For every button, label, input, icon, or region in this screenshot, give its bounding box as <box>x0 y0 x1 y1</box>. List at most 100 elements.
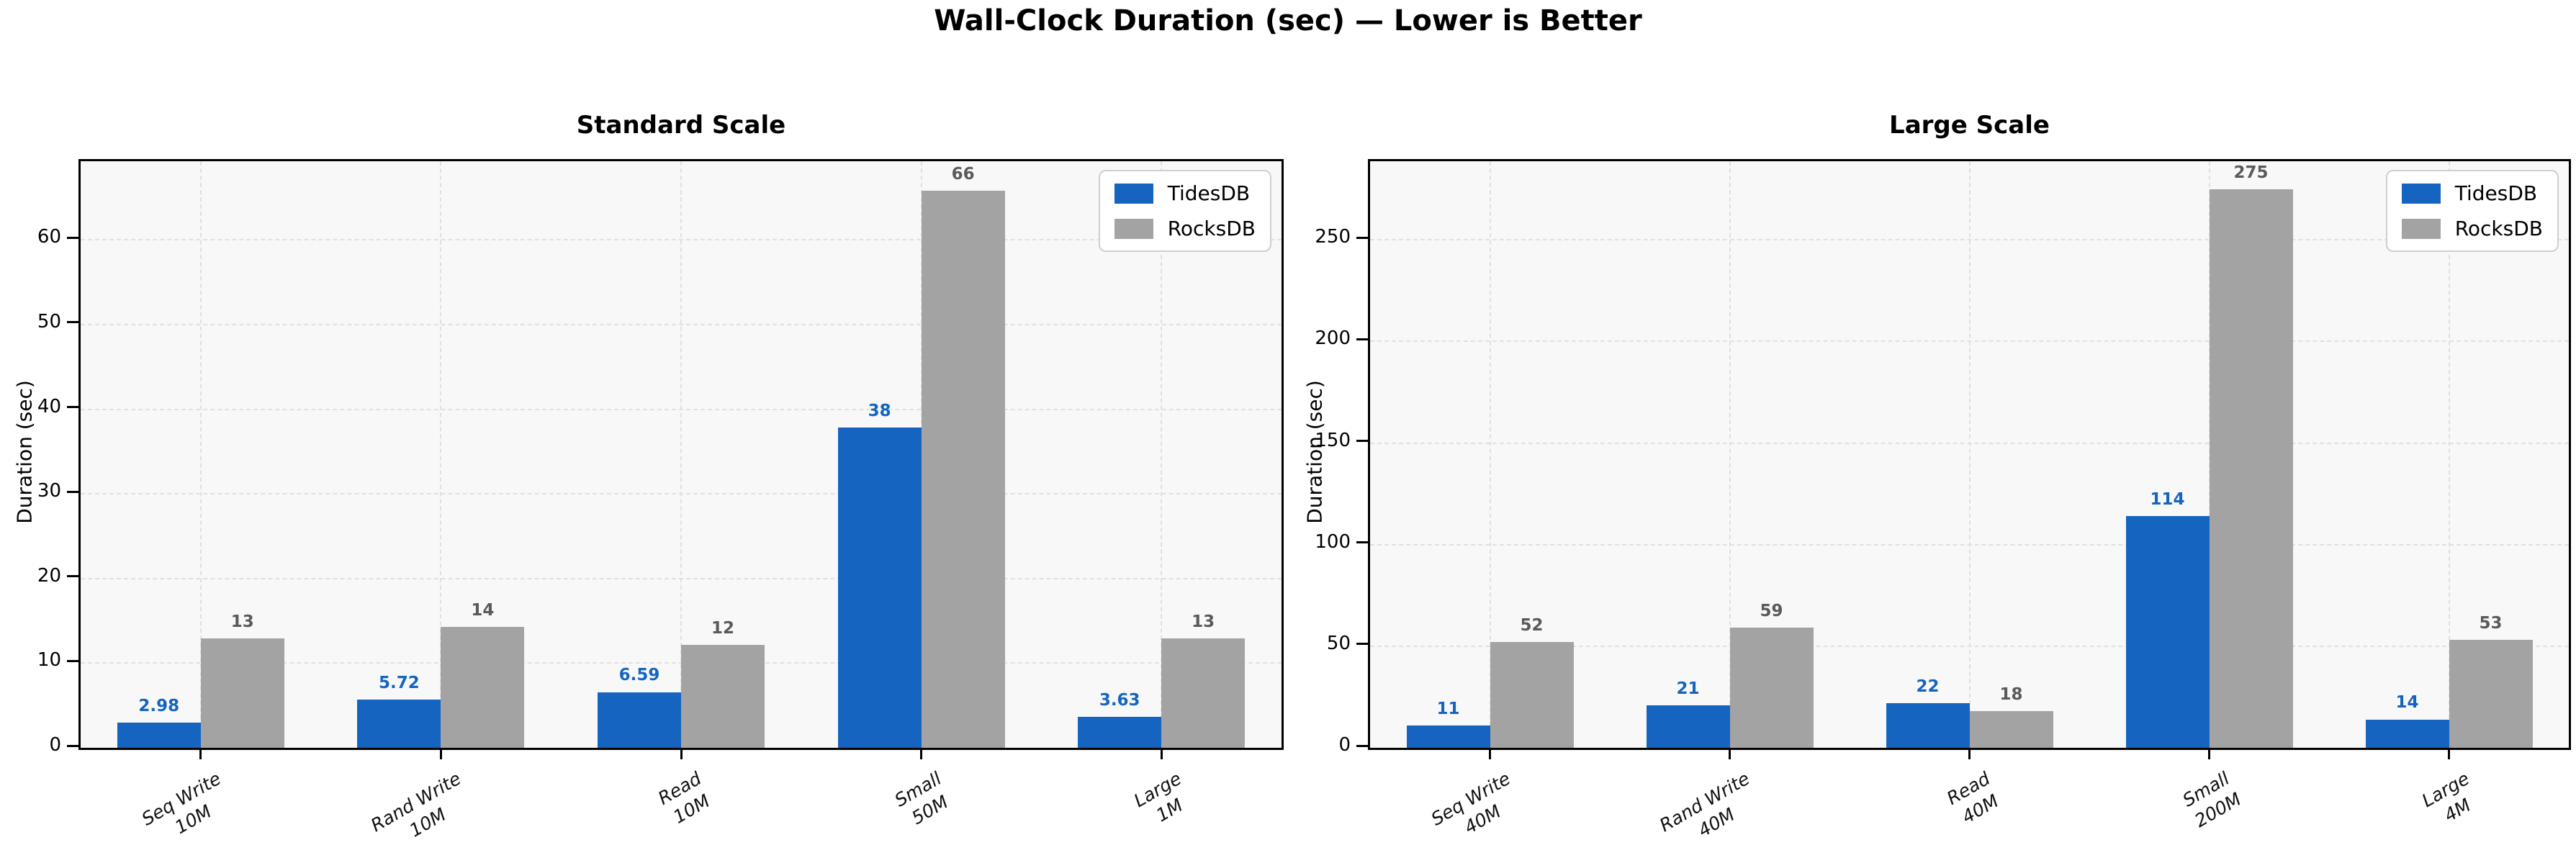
bar-tidesdb-2 <box>357 699 441 748</box>
x-tick-mark <box>2448 748 2450 759</box>
y-tick-mark <box>67 321 78 324</box>
figure-title: Wall-Clock Duration (sec) — Lower is Bet… <box>934 4 1642 37</box>
bar-rocksdb-1 <box>200 638 284 748</box>
y-tick-label: 150 <box>1315 429 1351 451</box>
y-tick-label: 250 <box>1315 226 1351 248</box>
x-tick-mark <box>680 748 683 759</box>
x-tick-mark <box>1968 748 1971 759</box>
bar-value-label: 5.72 <box>379 673 420 692</box>
bar-rocksdb-4 <box>921 191 1005 748</box>
bar-tidesdb-4 <box>2125 516 2210 748</box>
y-tick-label: 10 <box>37 649 61 672</box>
y-tick-mark <box>67 744 78 747</box>
legend-item-rocksdb: RocksDB <box>2401 217 2543 240</box>
x-tick-mark <box>1489 748 1491 759</box>
x-tick-label: Small 50M <box>891 767 952 828</box>
y-tick-label: 200 <box>1315 327 1351 350</box>
x-tick-label: Rand Write 10M <box>367 767 465 841</box>
legend-swatch-rocksdb <box>2401 218 2441 239</box>
x-tick-mark <box>439 748 442 759</box>
bar-value-label: 3.63 <box>1099 691 1140 710</box>
bar-tidesdb-1 <box>1406 725 1490 748</box>
subplot-title-large-scale: Large Scale <box>1889 111 2050 140</box>
x-tick-mark <box>920 748 923 759</box>
plot-area-large: 11 21 22 114 14 52 59 18 275 53 TidesDB RocksDB <box>1368 159 2571 750</box>
legend-swatch-tidesdb <box>1114 183 1153 204</box>
legend-item-tidesdb: TidesDB <box>1114 181 1256 205</box>
gridline-vertical <box>440 161 442 748</box>
bar-value-label: 11 <box>1436 699 1460 718</box>
bar-tidesdb-3 <box>1886 702 1970 748</box>
x-tick-mark <box>1729 748 1731 759</box>
bar-rocksdb-2 <box>1729 628 1814 748</box>
x-tick-label: Small 200M <box>2179 767 2245 831</box>
y-tick-label: 50 <box>1326 632 1351 654</box>
bar-tidesdb-4 <box>837 428 922 748</box>
gridline-vertical <box>199 161 202 748</box>
y-tick-mark <box>1356 643 1368 646</box>
bar-rocksdb-2 <box>441 626 525 748</box>
bar-tidesdb-1 <box>117 722 201 748</box>
bar-value-label: 66 <box>951 165 975 184</box>
legend-swatch-rocksdb <box>1114 218 1153 239</box>
x-tick-mark <box>2208 748 2210 759</box>
bar-value-label: 38 <box>868 402 891 421</box>
bar-value-label: 18 <box>1999 685 2023 705</box>
y-tick-mark <box>67 236 78 239</box>
bar-tidesdb-3 <box>598 692 681 748</box>
gridline-vertical <box>1489 161 1491 748</box>
y-tick-mark <box>67 490 78 493</box>
gridline-vertical <box>1968 161 1971 748</box>
bar-value-label: 53 <box>2479 614 2503 633</box>
y-tick-mark <box>67 659 78 662</box>
y-tick-label: 50 <box>37 310 61 333</box>
gridline-vertical <box>1729 161 1731 748</box>
bar-value-label: 22 <box>1916 677 1940 696</box>
x-tick-label: Read 40M <box>1942 767 2002 828</box>
x-tick-mark <box>1160 748 1163 759</box>
y-tick-label: 0 <box>49 734 61 756</box>
bar-tidesdb-5 <box>1078 717 1162 748</box>
y-tick-label: 0 <box>1338 734 1351 756</box>
legend-item-rocksdb: RocksDB <box>1114 217 1256 240</box>
y-tick-mark <box>1356 440 1368 443</box>
y-tick-mark <box>67 575 78 578</box>
y-tick-label: 60 <box>37 226 61 248</box>
bar-rocksdb-5 <box>2449 640 2533 748</box>
x-tick-label: Large 4M <box>2418 767 2474 826</box>
bar-value-label: 14 <box>2395 693 2419 713</box>
x-tick-label: Large 1M <box>1130 767 1187 826</box>
legend-label: RocksDB <box>2454 217 2543 240</box>
bar-value-label: 12 <box>711 618 735 638</box>
y-tick-mark <box>1356 338 1368 340</box>
x-tick-label: Rand Write 40M <box>1656 767 1754 841</box>
legend-label: RocksDB <box>1167 217 1256 240</box>
x-tick-label: Read 10M <box>654 767 713 828</box>
legend: TidesDB RocksDB <box>2385 170 2559 252</box>
x-tick-mark <box>199 748 202 759</box>
y-tick-label: 20 <box>37 564 61 587</box>
y-tick-mark <box>1356 744 1368 747</box>
gridline-vertical <box>680 161 682 748</box>
y-tick-label: 40 <box>37 395 61 417</box>
plot-area-standard: 2.98 5.72 6.59 38 3.63 13 14 12 66 13 TidesDB Rocks… <box>78 159 1284 750</box>
bar-value-label: 275 <box>2233 163 2269 182</box>
legend-label: TidesDB <box>2454 181 2538 205</box>
bar-value-label: 59 <box>1760 602 1783 621</box>
legend-label: TidesDB <box>1167 181 1251 205</box>
y-tick-mark <box>1356 236 1368 239</box>
bar-value-label: 6.59 <box>618 666 660 685</box>
y-tick-mark <box>67 406 78 409</box>
bar-tidesdb-5 <box>2365 719 2449 748</box>
subplot-title-standard-scale: Standard Scale <box>576 111 786 140</box>
bar-tidesdb-2 <box>1646 705 1730 748</box>
bar-rocksdb-3 <box>1969 711 2053 748</box>
bar-value-label: 114 <box>2150 490 2185 510</box>
y-tick-mark <box>1356 541 1368 544</box>
bar-rocksdb-3 <box>681 644 765 748</box>
y-tick-label: 100 <box>1315 530 1351 553</box>
bar-rocksdb-1 <box>1490 642 1574 748</box>
legend-item-tidesdb: TidesDB <box>2401 181 2543 205</box>
bar-value-label: 13 <box>1192 612 1215 632</box>
bar-value-label: 14 <box>471 600 495 620</box>
